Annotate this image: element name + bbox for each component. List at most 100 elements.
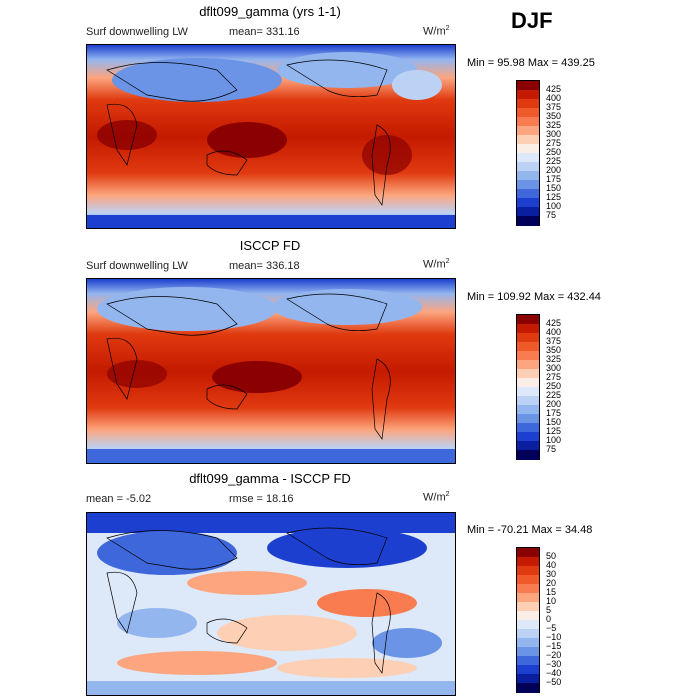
colorbar-tick-label: 175 [546,408,562,418]
colorbar-tick-label: 325 [546,120,562,130]
colorbar-tick-label: 125 [546,426,562,436]
colorbar-segment [517,593,539,603]
colorbar-segment [517,620,539,630]
colorbar-segment [517,144,539,154]
colorbar-segment [517,360,539,370]
colorbar-tick-label: 425 [546,318,562,328]
colorbar-tick-label: 15 [546,587,557,597]
panel1-map-svg [87,45,455,228]
colorbar-tick-label: 175 [546,174,562,184]
colorbar-segment [517,108,539,118]
panel3-map [86,512,456,696]
colorbar-tick-label: 100 [546,201,562,211]
colorbar-segment [517,548,539,558]
colorbar-segment [517,414,539,424]
colorbar-tick-label: −10 [546,632,562,642]
colorbar-tick-label: −40 [546,668,562,678]
colorbar-tick-label: 40 [546,560,557,570]
colorbar-tick-label: 275 [546,372,562,382]
colorbar-tick-label: 250 [546,381,562,391]
colorbar-segment [517,90,539,100]
colorbar-segment [517,207,539,217]
colorbar-tick-label: 300 [546,363,562,373]
colorbar-tick-label: 400 [546,327,562,337]
colorbar-tick-label: 10 [546,596,557,606]
colorbar-tick-label: 350 [546,345,562,355]
colorbar-segment [517,378,539,388]
panel3-colorbar [516,547,540,693]
colorbar-tick-label: 225 [546,390,562,400]
colorbar-tick-label: 0 [546,614,552,624]
colorbar-tick-label: −5 [546,623,557,633]
colorbar-segment [517,647,539,657]
colorbar-tick-label: 125 [546,192,562,202]
colorbar-segment [517,99,539,109]
colorbar-tick-label: 150 [546,183,562,193]
colorbar-tick-label: 200 [546,399,562,409]
panel3-rmse: rmse = 18.16 [229,493,294,505]
colorbar-segment [517,638,539,648]
panel2-map-svg [87,279,455,463]
panel3-units: W/m2 [423,491,450,504]
colorbar-segment [517,432,539,442]
colorbar-tick-label: −30 [546,659,562,669]
colorbar-segment [517,665,539,675]
colorbar-tick-label: 150 [546,417,562,427]
colorbar-segment [517,324,539,334]
colorbar-segment [517,584,539,594]
colorbar-segment [517,117,539,127]
colorbar-tick-label: 225 [546,156,562,166]
colorbar-segment [517,369,539,379]
panel1-title: dflt099_gamma (yrs 1-1) [199,4,341,19]
colorbar-segment [517,180,539,190]
colorbar-tick-label: 5 [546,605,552,615]
colorbar-segment [517,441,539,451]
colorbar-segment [517,162,539,172]
season-label: DJF [511,8,553,33]
colorbar-segment [517,683,539,693]
colorbar-tick-label: 75 [546,444,557,454]
panel3-title: dflt099_gamma - ISCCP FD [189,471,351,486]
colorbar-tick-label: 325 [546,354,562,364]
panel2-units: W/m2 [423,258,450,271]
colorbar-segment [517,575,539,585]
panel1-units: W/m2 [423,25,450,38]
colorbar-tick-label: 250 [546,147,562,157]
panel2-colorbar [516,314,540,460]
colorbar-segment [517,557,539,567]
panel1-mean: mean= 331.16 [229,26,300,38]
panel1-variable: Surf downwelling LW [86,26,188,38]
colorbar-segment [517,602,539,612]
colorbar-segment [517,189,539,199]
panel2-map [86,278,456,464]
colorbar-segment [517,333,539,343]
colorbar-segment [517,674,539,684]
panel3-minmax: Min = -70.21 Max = 34.48 [467,524,593,536]
panel1-colorbar [516,80,540,226]
colorbar-segment [517,342,539,352]
colorbar-segment [517,126,539,136]
panel2-variable: Surf downwelling LW [86,260,188,272]
colorbar-segment [517,405,539,415]
colorbar-tick-label: 350 [546,111,562,121]
panel2-title: ISCCP FD [239,238,301,253]
colorbar-segment [517,387,539,397]
colorbar-segment [517,396,539,406]
colorbar-segment [517,198,539,208]
colorbar-tick-label: 375 [546,336,562,346]
colorbar-tick-label: 20 [546,578,557,588]
colorbar-segment [517,450,539,460]
colorbar-tick-label: −50 [546,677,562,687]
panel3-mean: mean = -5.02 [86,493,152,505]
colorbar-segment [517,423,539,433]
colorbar-tick-label: 30 [546,569,557,579]
colorbar-segment [517,81,539,91]
colorbar-tick-label: −15 [546,641,562,651]
colorbar-tick-label: 200 [546,165,562,175]
panel3-map-svg [87,513,455,695]
colorbar-segment [517,135,539,145]
colorbar-tick-label: 400 [546,93,562,103]
colorbar-tick-label: 300 [546,129,562,139]
colorbar-tick-label: −20 [546,650,562,660]
colorbar-segment [517,351,539,361]
